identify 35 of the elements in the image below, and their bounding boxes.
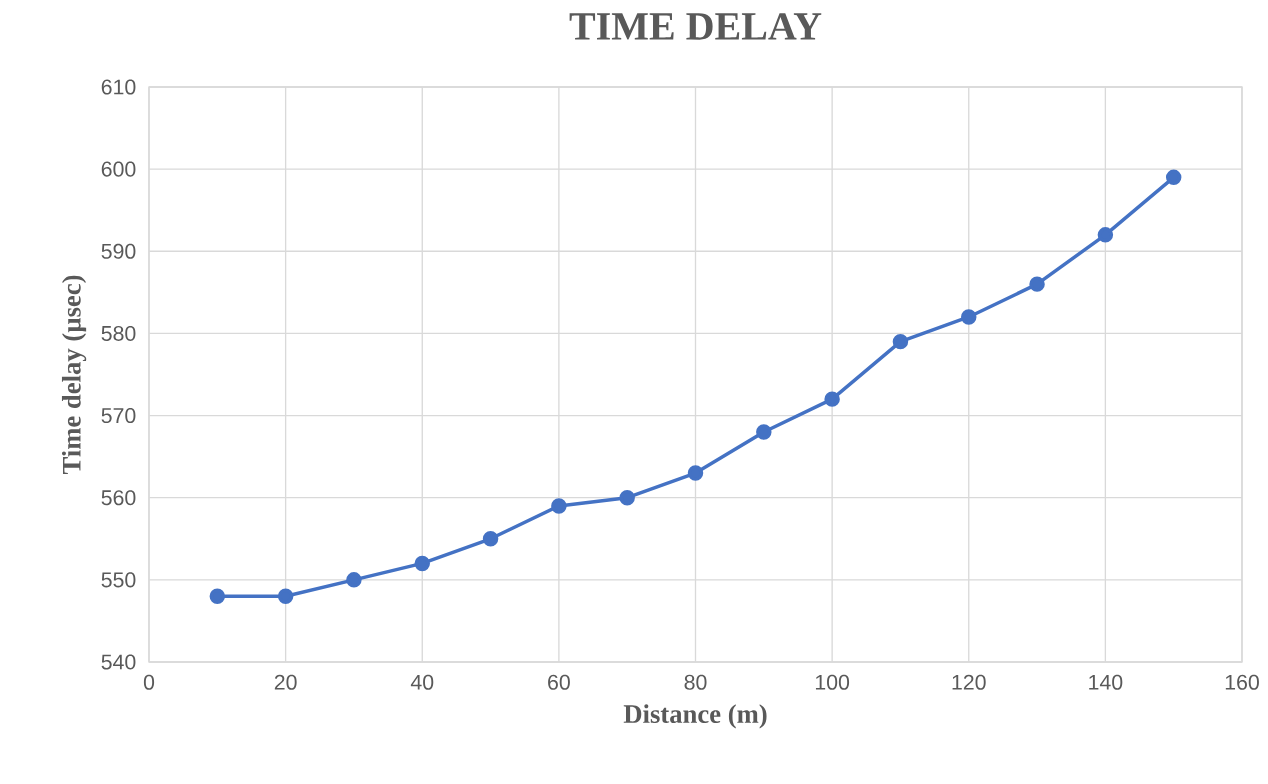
point	[824, 391, 840, 407]
x-tick-label: 80	[684, 674, 707, 690]
point	[1097, 227, 1114, 243]
x-tick-label: 60	[548, 674, 570, 690]
point	[414, 555, 430, 572]
point	[687, 465, 704, 481]
point	[551, 498, 567, 514]
y-tick-label: 610	[101, 79, 136, 95]
point	[209, 588, 226, 605]
x-tick-label: 140	[1089, 674, 1123, 690]
x-tick-label: 120	[952, 674, 986, 690]
y-tick-label: 550	[101, 572, 136, 588]
point	[482, 531, 499, 547]
chart-title: TIME DELAY	[569, 13, 822, 40]
point	[619, 489, 635, 506]
point	[756, 424, 772, 440]
y-tick-label: 580	[101, 325, 136, 341]
point	[346, 572, 362, 588]
y-tick-label: 560	[101, 490, 136, 506]
y-tick-label: 600	[101, 161, 136, 177]
y-tick-label: 590	[101, 243, 136, 259]
x-tick-label: 0	[143, 674, 155, 690]
point	[1029, 276, 1045, 292]
y-tick-label: 540	[101, 654, 136, 670]
point	[892, 333, 909, 350]
point	[1165, 169, 1182, 186]
x-tick-label: 20	[274, 674, 297, 690]
x-tick-label: 40	[410, 674, 434, 690]
x-axis-title: Distance (m)	[623, 704, 767, 729]
y-tick-label: 570	[101, 408, 136, 424]
y-axis-title: Time delay (µsec)	[61, 275, 87, 475]
x-tick-label: 100	[815, 674, 850, 690]
point	[277, 588, 294, 605]
x-tick-label: 160	[1225, 674, 1259, 690]
point	[961, 309, 977, 325]
